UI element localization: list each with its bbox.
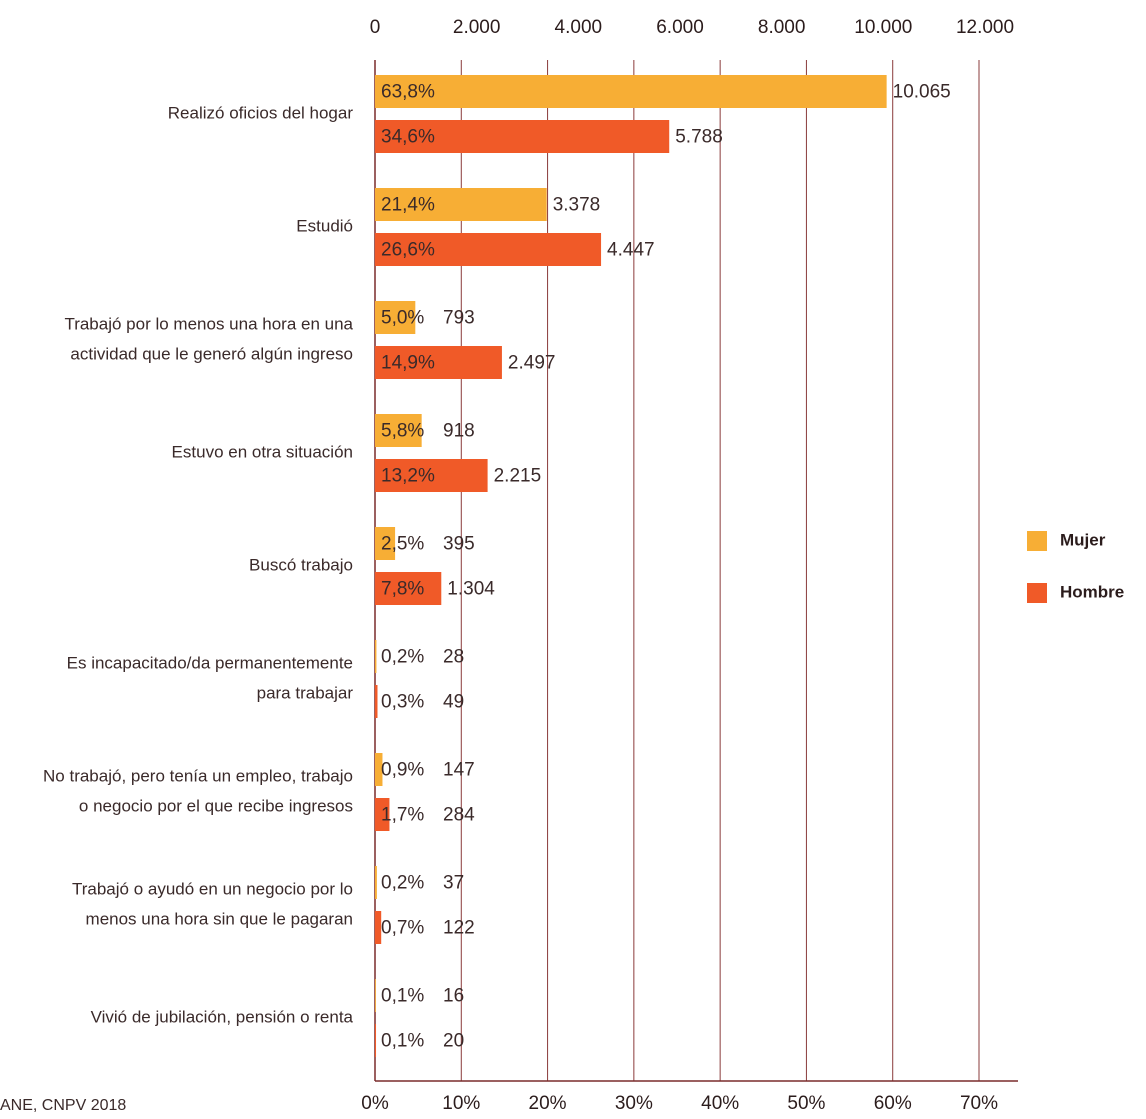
share-label: 0,2% [381, 647, 424, 668]
bar [375, 346, 502, 379]
value-label: 20 [443, 1031, 464, 1052]
legend-label: Hombre [1060, 582, 1124, 601]
x2-tick-label: 20% [529, 1093, 567, 1114]
share-label: 26,6% [381, 240, 435, 261]
share-label: 0,1% [381, 986, 424, 1007]
bar [375, 753, 383, 786]
share-label: 34,6% [381, 127, 435, 148]
value-label: 793 [443, 308, 475, 329]
bar [375, 120, 670, 153]
legend-swatch [1027, 531, 1047, 551]
bar [375, 301, 416, 334]
x2-tick-label: 10% [442, 1093, 480, 1114]
bar [375, 911, 382, 944]
share-label: 5,8% [381, 421, 424, 442]
share-label: 0,7% [381, 918, 424, 939]
value-label: 2.497 [508, 353, 556, 374]
value-label: 28 [443, 647, 464, 668]
category-label: Buscó trabajo [249, 555, 353, 574]
x2-tick-label: 50% [787, 1093, 825, 1114]
share-label: 0,1% [381, 1031, 424, 1052]
value-label: 4.447 [607, 240, 655, 261]
value-label: 918 [443, 421, 475, 442]
value-label: 10.065 [893, 82, 951, 103]
legend-swatch [1027, 583, 1047, 603]
value-label: 49 [443, 692, 464, 713]
value-label: 16 [443, 986, 464, 1007]
category-label: menos una hora sin que le pagaran [86, 909, 353, 928]
x2-tick-label: 30% [615, 1093, 653, 1114]
legend-label: Mujer [1060, 530, 1106, 549]
bar [375, 685, 378, 718]
category-label: o negocio por el que recibe ingresos [79, 796, 353, 815]
share-label: 0,9% [381, 760, 424, 781]
bar [375, 979, 376, 1012]
share-label: 5,0% [381, 308, 424, 329]
value-label: 5.788 [675, 127, 723, 148]
value-label: 2.215 [494, 466, 542, 487]
source: ANE, CNPV 2018 [0, 1097, 126, 1114]
bar [375, 459, 488, 492]
value-label: 1.304 [447, 579, 495, 600]
category-label: Trabajó o ayudó en un negocio por lo [72, 879, 353, 898]
value-label: 284 [443, 805, 475, 826]
bar [375, 233, 602, 266]
category-label: Vivió de jubilación, pensión o renta [91, 1007, 354, 1026]
category-label: Realizó oficios del hogar [168, 103, 354, 122]
x-tick-label: 0 [370, 17, 381, 38]
share-label: 13,2% [381, 466, 435, 487]
bar [375, 75, 887, 108]
bar [375, 572, 442, 605]
x-tick-label: 4.000 [555, 17, 603, 38]
bar [375, 527, 396, 560]
x-tick-label: 8.000 [758, 17, 806, 38]
share-label: 0,3% [381, 692, 424, 713]
share-label: 63,8% [381, 82, 435, 103]
x-tick-label: 6.000 [656, 17, 704, 38]
category-label: Es incapacitado/da permanentemente [67, 653, 353, 672]
value-label: 395 [443, 534, 475, 555]
category-label: para trabajar [257, 683, 354, 702]
category-label: Trabajó por lo menos una hora en una [64, 314, 353, 333]
category-label: Estuvo en otra situación [172, 442, 353, 461]
value-label: 37 [443, 873, 464, 894]
share-label: 1,7% [381, 805, 424, 826]
bar [375, 1024, 377, 1057]
category-label: Estudió [296, 216, 353, 235]
x-tick-label: 10.000 [854, 17, 912, 38]
bar [375, 640, 377, 673]
share-label: 0,2% [381, 873, 424, 894]
bar [375, 188, 547, 221]
share-label: 21,4% [381, 195, 435, 216]
bar [375, 798, 390, 831]
share-label: 14,9% [381, 353, 435, 374]
value-label: 122 [443, 918, 475, 939]
share-label: 7,8% [381, 579, 424, 600]
bar [375, 414, 422, 447]
x-tick-label: 2.000 [453, 17, 501, 38]
x2-tick-label: 60% [874, 1093, 912, 1114]
x2-tick-label: 70% [960, 1093, 998, 1114]
share-label: 2,5% [381, 534, 424, 555]
x2-tick-label: 0% [361, 1093, 389, 1114]
value-label: 147 [443, 760, 475, 781]
bar [375, 866, 377, 899]
category-label: No trabajó, pero tenía un empleo, trabaj… [43, 766, 353, 785]
value-label: 3.378 [553, 195, 601, 216]
x-tick-label: 12.000 [956, 17, 1014, 38]
x2-tick-label: 40% [701, 1093, 739, 1114]
category-label: actividad que le generó algún ingreso [70, 344, 353, 363]
